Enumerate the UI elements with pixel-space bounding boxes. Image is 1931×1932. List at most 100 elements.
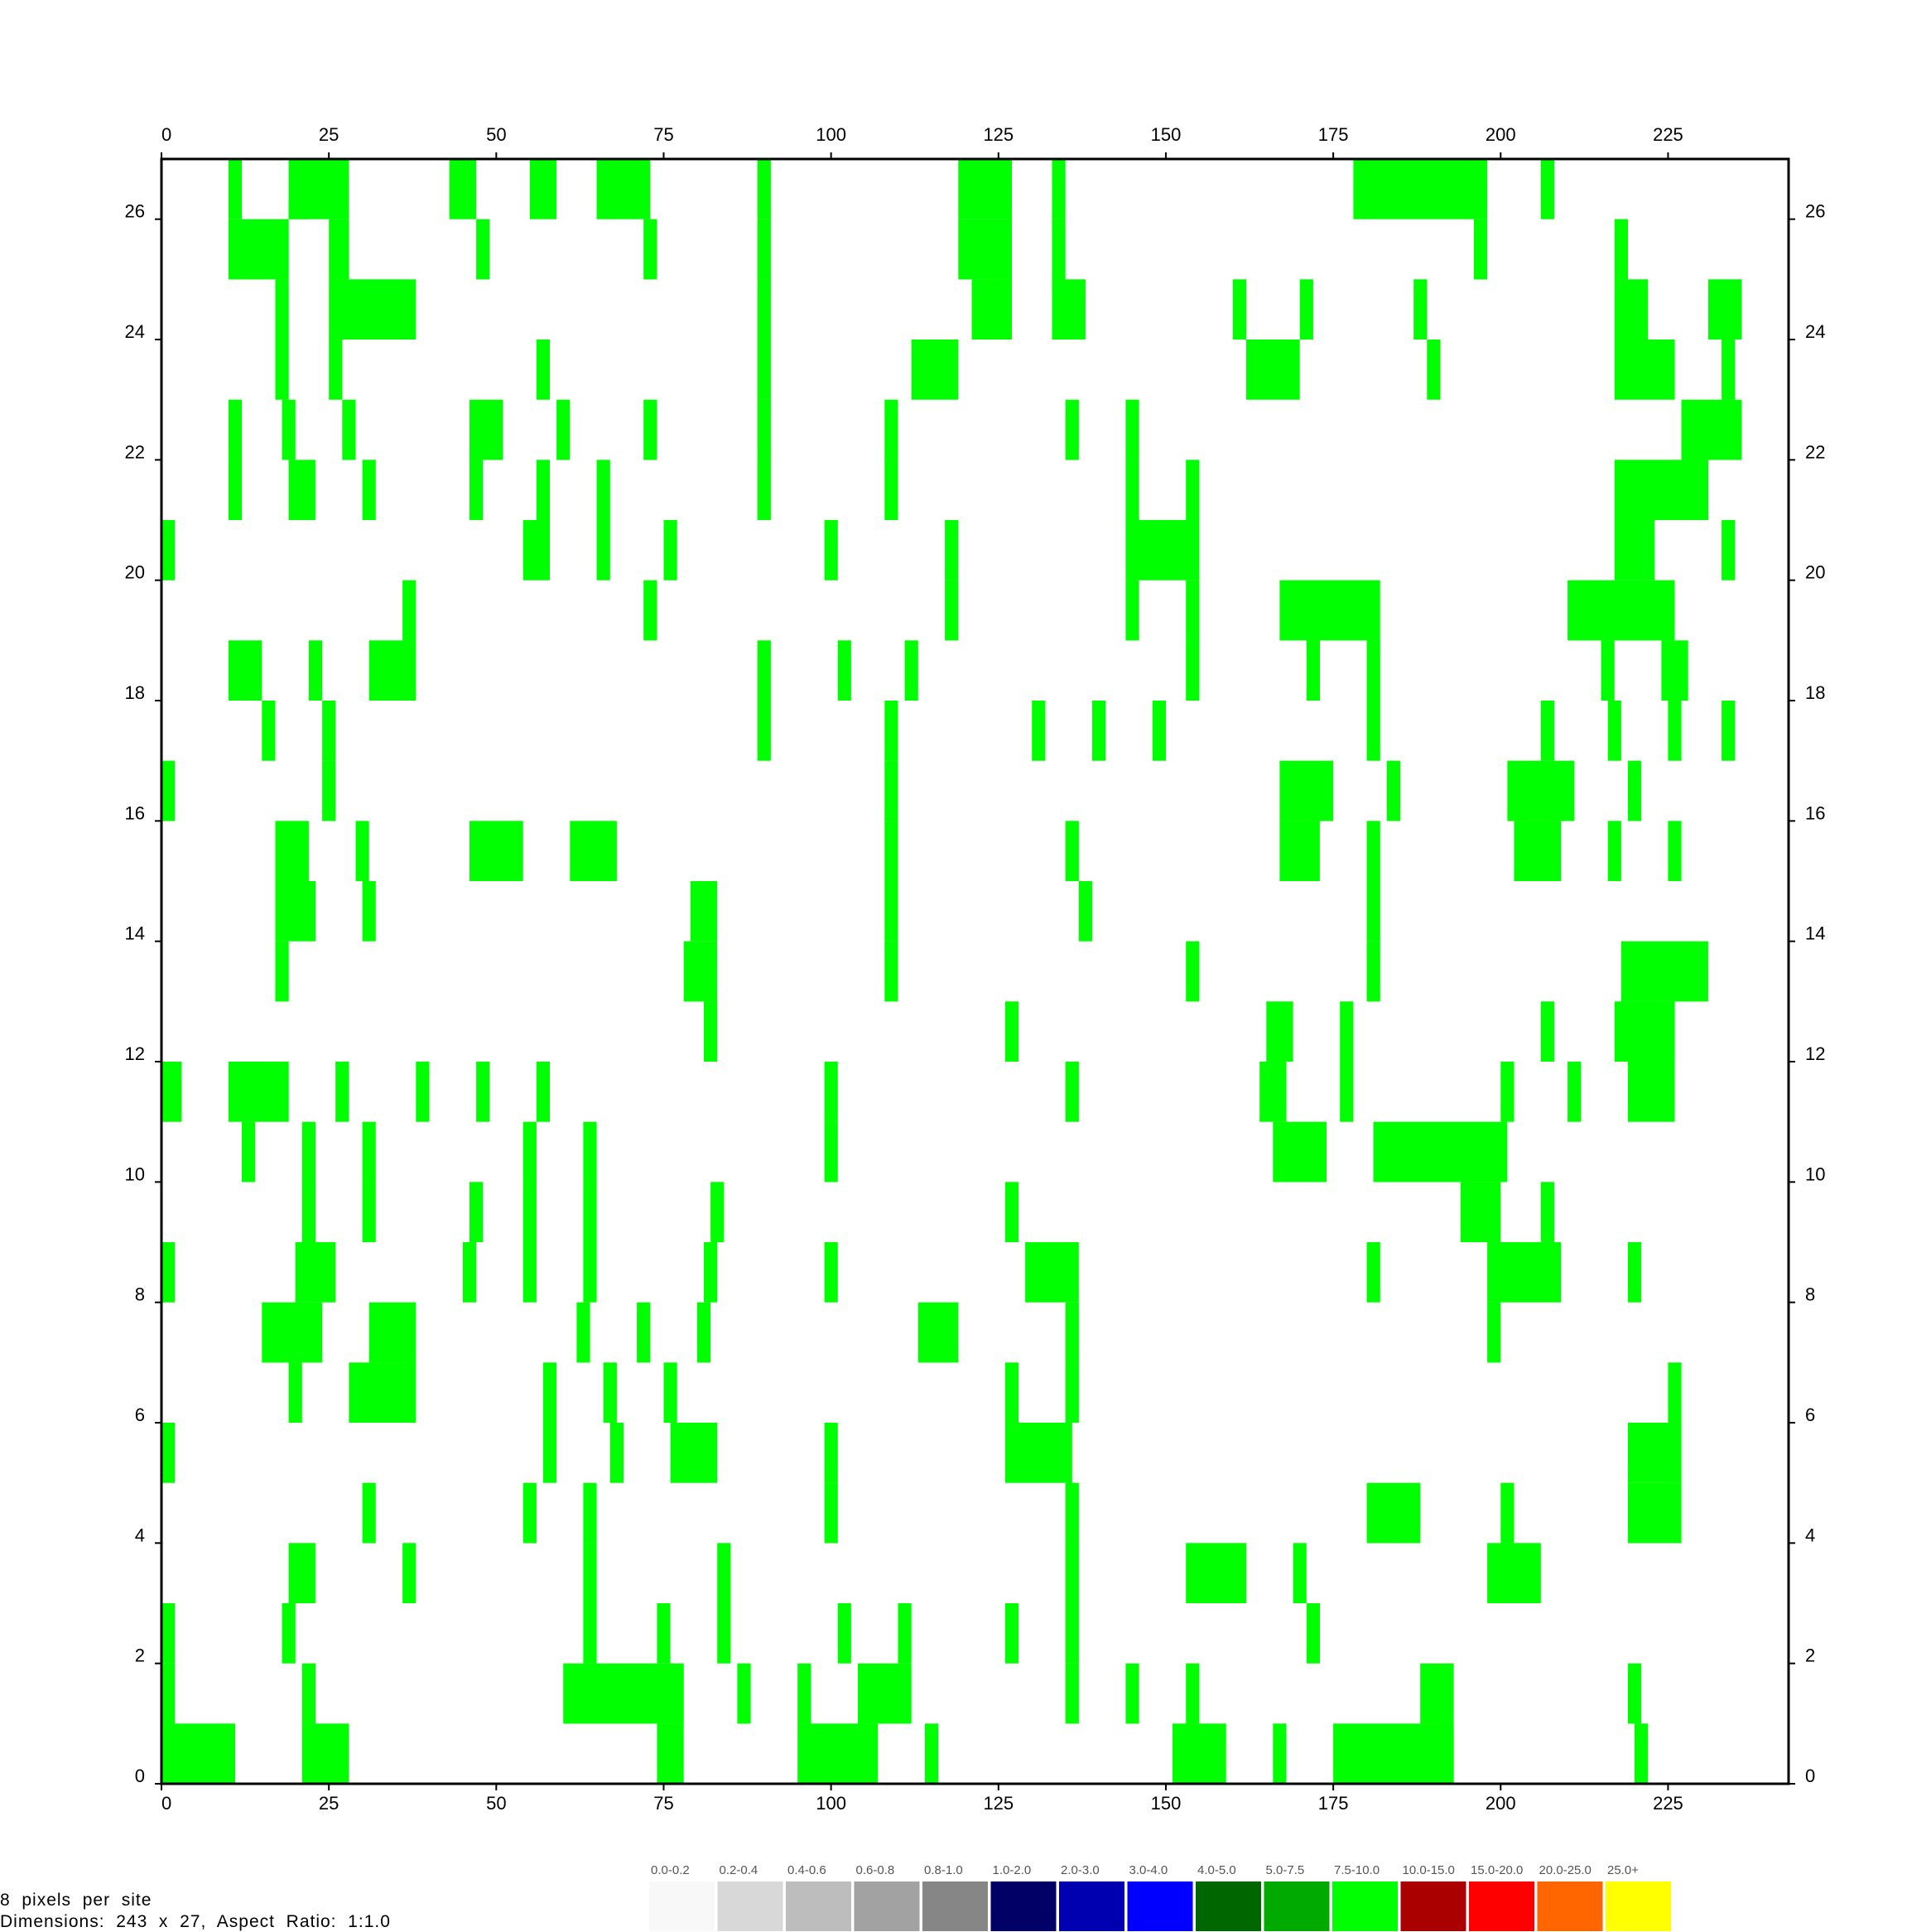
- legend-label: 15.0-20.0: [1471, 1863, 1523, 1877]
- heatmap-cell: [1627, 1423, 1682, 1483]
- heatmap-cell: [1052, 219, 1066, 280]
- y-tick-label-right: 8: [1805, 1284, 1815, 1305]
- heatmap-cell: [282, 1603, 296, 1664]
- heatmap-cell: [583, 1482, 597, 1544]
- heatmap-cell: [1366, 1482, 1421, 1544]
- x-tick-label-top: 175: [1318, 124, 1349, 145]
- heatmap-cell: [563, 1663, 684, 1724]
- legend-label: 2.0-3.0: [1061, 1863, 1100, 1877]
- y-tick-label-right: 24: [1805, 321, 1825, 342]
- heatmap-cell: [884, 941, 898, 1002]
- heatmap-cell: [1259, 1062, 1287, 1122]
- x-tick-label-bottom: 25: [319, 1793, 339, 1814]
- heatmap-cell: [522, 1482, 537, 1544]
- heatmap-cell: [275, 340, 289, 400]
- heatmap-cell: [1333, 1723, 1454, 1784]
- heatmap-cell: [637, 1302, 651, 1363]
- legend-swatch: [990, 1881, 1057, 1931]
- heatmap-cell: [522, 1242, 537, 1303]
- heatmap-cell: [1487, 1302, 1501, 1363]
- legend-label: 0.6-0.8: [856, 1863, 895, 1877]
- legend-swatch: [786, 1881, 851, 1931]
- heatmap-cell: [161, 1603, 176, 1664]
- heatmap-cell: [1413, 279, 1428, 340]
- heatmap-cell: [717, 1543, 731, 1603]
- heatmap-cell: [1614, 520, 1655, 581]
- heatmap-cell: [1152, 701, 1166, 761]
- heatmap-cell: [1306, 1603, 1320, 1664]
- x-tick-label-top: 125: [983, 124, 1014, 145]
- heatmap-cell: [1567, 1062, 1582, 1122]
- heatmap-cell: [1004, 1182, 1019, 1242]
- heatmap-cell: [301, 1723, 349, 1784]
- heatmap-cell: [1627, 760, 1642, 821]
- heatmap-cell: [288, 460, 315, 520]
- heatmap-cell: [596, 460, 610, 520]
- heatmap-cell: [1627, 1242, 1642, 1303]
- heatmap-cell: [1186, 580, 1200, 641]
- heatmap-cell: [1601, 640, 1615, 701]
- x-tick-label-bottom: 50: [486, 1793, 506, 1814]
- heatmap-cell: [1353, 159, 1488, 219]
- y-tick-label-left: 6: [135, 1404, 145, 1425]
- legend-label: 10.0-15.0: [1403, 1863, 1455, 1877]
- heatmap-cell: [542, 1362, 557, 1423]
- x-tick-label-top: 0: [161, 124, 171, 145]
- heatmap-cell: [1366, 1242, 1380, 1303]
- heatmap-cell: [1186, 1543, 1246, 1603]
- y-tick-label-left: 4: [135, 1525, 145, 1545]
- heatmap-cell: [837, 640, 851, 701]
- heatmap-cell: [757, 159, 771, 219]
- x-tick-label-top: 50: [486, 124, 506, 145]
- heatmap-cell: [275, 279, 289, 340]
- y-tick-label-left: 16: [125, 802, 145, 823]
- heatmap-cell: [1246, 340, 1300, 400]
- heatmap-cell: [1004, 1603, 1019, 1664]
- y-tick-label-right: 22: [1805, 441, 1825, 462]
- legend-swatch: [1196, 1881, 1261, 1931]
- heatmap-cell: [228, 1062, 289, 1122]
- heatmap-cell: [288, 1543, 315, 1603]
- legend-swatch: [649, 1881, 715, 1931]
- x-tick-label-bottom: 125: [983, 1793, 1014, 1814]
- heatmap-cell: [663, 520, 677, 581]
- heatmap-cell: [301, 1121, 315, 1183]
- heatmap-cell: [362, 460, 376, 520]
- heatmap-cell: [1125, 460, 1139, 520]
- heatmap-cell: [1507, 760, 1575, 821]
- heatmap-cell: [757, 460, 771, 520]
- heatmap-cell: [1427, 340, 1441, 400]
- heatmap-cell: [470, 821, 523, 881]
- heatmap-cell: [161, 1423, 176, 1483]
- heatmap-cell: [683, 941, 718, 1002]
- heatmap-cell: [228, 460, 243, 520]
- heatmap-cell: [275, 821, 309, 881]
- x-tick-label-bottom: 225: [1653, 1793, 1683, 1814]
- heatmap-cell: [797, 1723, 879, 1784]
- heatmap-cell: [824, 1062, 838, 1122]
- heatmap-cell: [288, 200, 309, 219]
- heatmap-cell: [583, 1182, 597, 1242]
- x-tick-label-bottom: 200: [1486, 1793, 1516, 1814]
- heatmap-cell: [1722, 701, 1736, 761]
- dimensions-text: Dimensions: 243 x 27, Aspect Ratio: 1:1.…: [0, 1912, 391, 1931]
- heatmap-cell: [301, 1182, 315, 1242]
- heatmap-cell: [355, 821, 369, 881]
- heatmap-cell: [242, 1121, 256, 1183]
- y-tick-label-right: 16: [1805, 802, 1825, 823]
- pixels-per-site-text: 8 pixels per site: [0, 1891, 152, 1910]
- heatmap-cell: [262, 1302, 323, 1363]
- y-tick-label-right: 6: [1805, 1404, 1815, 1425]
- heatmap-cell: [609, 1423, 624, 1483]
- heatmap-cell: [161, 760, 176, 821]
- heatmap-cell: [362, 1482, 376, 1544]
- heatmap-cell: [884, 399, 898, 460]
- heatmap-cell: [884, 881, 898, 942]
- legend-label: 0.0-0.2: [651, 1863, 690, 1877]
- heatmap-cell: [1186, 640, 1200, 701]
- legend-label: 20.0-25.0: [1539, 1863, 1592, 1877]
- y-tick-label-left: 18: [125, 682, 145, 703]
- heatmap-cell: [596, 159, 651, 219]
- heatmap-cell: [161, 1723, 235, 1784]
